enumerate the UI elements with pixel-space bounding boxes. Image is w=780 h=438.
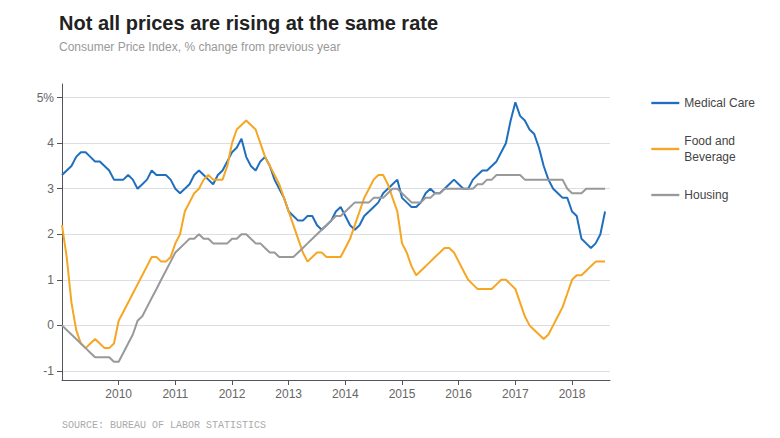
svg-text:1: 1 [47, 273, 54, 287]
svg-text:2018: 2018 [559, 387, 586, 401]
svg-text:2011: 2011 [162, 387, 188, 401]
svg-text:2015: 2015 [389, 387, 416, 401]
svg-text:4: 4 [47, 136, 54, 150]
svg-text:Not all prices are rising at t: Not all prices are rising at the same ra… [59, 12, 438, 34]
svg-text:Consumer Price Index, % change: Consumer Price Index, % change from prev… [59, 40, 340, 54]
svg-text:SOURCE: BUREAU OF LABOR STATIS: SOURCE: BUREAU OF LABOR STATISTICS [62, 420, 266, 431]
svg-text:Beverage: Beverage [684, 150, 736, 164]
svg-text:2013: 2013 [275, 387, 302, 401]
svg-text:2012: 2012 [219, 387, 246, 401]
svg-text:3: 3 [47, 182, 54, 196]
svg-text:Food and: Food and [684, 134, 735, 148]
svg-text:0: 0 [47, 318, 54, 332]
svg-text:2016: 2016 [445, 387, 472, 401]
svg-text:Medical Care: Medical Care [684, 96, 755, 110]
svg-text:Housing: Housing [684, 188, 728, 202]
svg-text:2017: 2017 [502, 387, 529, 401]
svg-text:2014: 2014 [332, 387, 359, 401]
svg-text:2010: 2010 [105, 387, 132, 401]
svg-text:-1: -1 [43, 364, 54, 378]
svg-text:2: 2 [47, 227, 54, 241]
svg-text:5%: 5% [37, 91, 55, 105]
